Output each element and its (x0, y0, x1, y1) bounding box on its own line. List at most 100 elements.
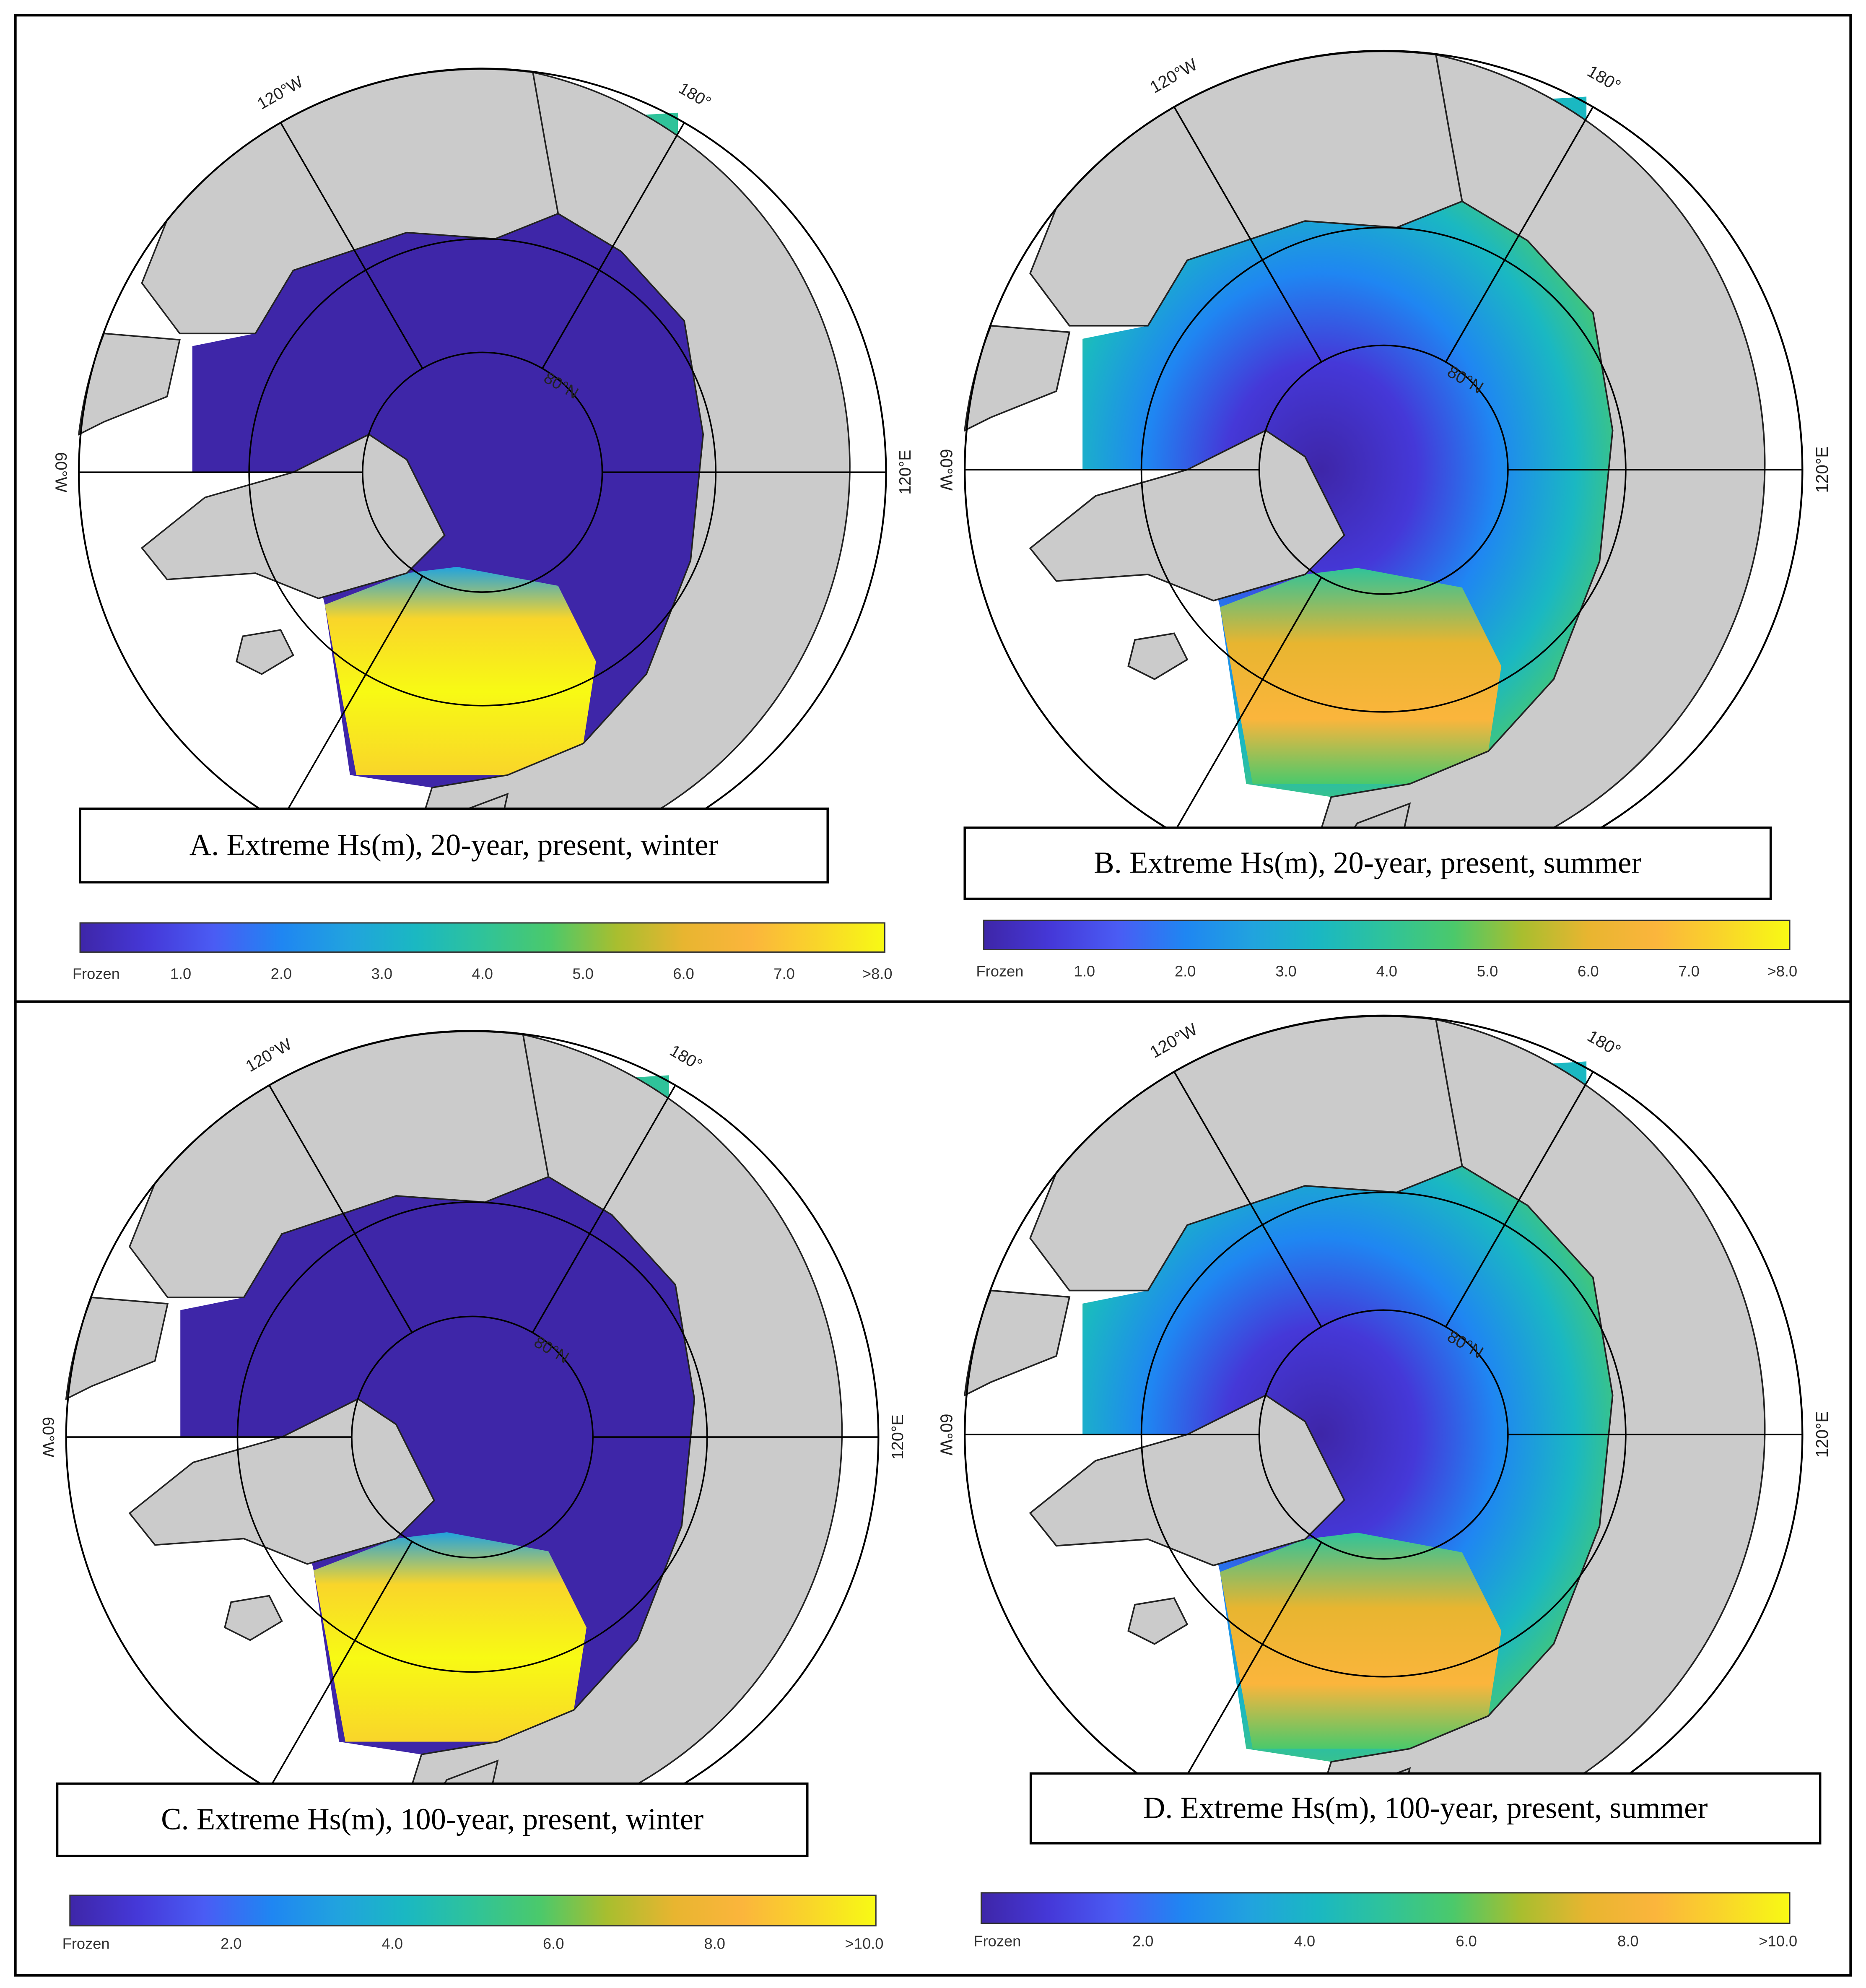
meridian (1173, 107, 1322, 363)
colorbar-label: 6.0 (673, 965, 694, 982)
colorbar-label: 8.0 (1617, 1933, 1638, 1950)
colorbar-label: 4.0 (382, 1935, 403, 1952)
colorbar-label: >8.0 (862, 965, 893, 982)
map-rim (78, 68, 887, 825)
land (140, 433, 446, 599)
graticule-label: 120°E (1812, 447, 1832, 493)
atlantic-field (324, 567, 596, 775)
map-panel: 120°W 180°80°N60°W 120°E (52, 68, 914, 825)
atlantic-field (1220, 568, 1502, 784)
land (128, 1398, 435, 1565)
panel-title: D. Extreme Hs(m), 100-year, present, sum… (1143, 1790, 1708, 1824)
meridian (1173, 577, 1322, 833)
land (1127, 632, 1189, 680)
meridian (280, 122, 423, 369)
land (1029, 1394, 1345, 1567)
title-box (1029, 1772, 1822, 1845)
meridian (1177, 1541, 1322, 1790)
colorbar-label: 4.0 (1294, 1933, 1315, 1950)
land (235, 629, 294, 675)
title-box (56, 1782, 809, 1857)
colorbar-label: 3.0 (1275, 963, 1296, 980)
graticule-label: 180° (1584, 61, 1625, 96)
meridian (542, 122, 685, 369)
map-panel: 120°W 180°80°N60°W 120°E (937, 50, 1832, 845)
map-panel: 120°W 180°80°N60°W 120°E (39, 1030, 907, 1796)
colorbar-label: 5.0 (572, 965, 593, 982)
colorbar-label: 6.0 (543, 1935, 564, 1952)
colorbar-label: 8.0 (704, 1935, 725, 1952)
map-rim (65, 1030, 880, 1796)
graticule-label: 60°W (937, 449, 956, 491)
map: 120°W 180°80°N60°W 120°E (937, 50, 1832, 845)
colorbar (983, 920, 1791, 951)
colorbar-label: 1.0 (1074, 963, 1095, 980)
colorbar-label: 7.0 (773, 965, 794, 982)
colorbar-label: 2.0 (1132, 1933, 1153, 1950)
colorbar-label: Frozen (973, 1933, 1021, 1950)
panel-title: B. Extreme Hs(m), 20-year, present, summ… (1094, 845, 1641, 879)
colorbar-label: 4.0 (472, 965, 493, 982)
meridian (532, 1085, 676, 1333)
map-rim (964, 50, 1804, 845)
meridian (1445, 1071, 1594, 1328)
land (1321, 1018, 1766, 1790)
colorbar-label: 6.0 (1456, 1933, 1477, 1950)
colorbar (79, 922, 885, 953)
colorbar-label: 6.0 (1578, 963, 1599, 980)
land (407, 1034, 843, 1796)
colorbar-label: 2.0 (1175, 963, 1196, 980)
panel-title: A. Extreme Hs(m), 20-year, present, wint… (189, 828, 719, 862)
graticule-label: 60°W (52, 452, 70, 492)
colorbar-label: 1.0 (170, 965, 191, 982)
land (1029, 429, 1345, 602)
atlantic-field (1220, 1533, 1502, 1749)
colorbar-label: 4.0 (1376, 963, 1397, 980)
graticule-label: 120°E (888, 1414, 907, 1460)
map-panel: 120°W 180°80°N60°W 120°E (937, 1015, 1832, 1790)
map: 120°W 180°80°N60°W 120°E (52, 68, 914, 825)
graticule-label: 60°W (39, 1417, 57, 1458)
atlantic-field (314, 1532, 587, 1742)
graticule-label: 180° (675, 79, 714, 112)
graticule-label: 120°E (896, 450, 914, 495)
panel-title: C. Extreme Hs(m), 100-year, present, win… (161, 1802, 703, 1836)
colorbar (69, 1894, 877, 1927)
map-rim (964, 1015, 1804, 1790)
outer-frame (14, 14, 1852, 1977)
meridian (280, 575, 423, 822)
colorbar-label: 2.0 (271, 965, 292, 982)
map: 120°W 180°80°N60°W 120°E (39, 1030, 907, 1796)
colorbar-label: 7.0 (1678, 963, 1699, 980)
colorbar-label: Frozen (62, 1935, 110, 1952)
colorbar-label: Frozen (976, 963, 1023, 980)
colorbar-label: >8.0 (1767, 963, 1798, 980)
meridian (1173, 1071, 1322, 1328)
land (419, 71, 851, 825)
graticule-label: 60°W (937, 1414, 956, 1455)
meridian (1445, 107, 1594, 363)
graticule-label: 120°W (1147, 55, 1201, 97)
graticule-label: 180° (1584, 1026, 1625, 1060)
title-box (963, 826, 1772, 900)
title-box (79, 807, 829, 884)
graticule-label: 120°W (1147, 1019, 1201, 1062)
colorbar (981, 1892, 1791, 1924)
land (224, 1595, 283, 1641)
graticule-label: 120°W (254, 73, 306, 113)
graticule-label: 120°W (243, 1035, 295, 1076)
map: 120°W 180°80°N60°W 120°E (937, 1015, 1832, 1790)
land (1316, 54, 1766, 845)
graticule-label: 120°E (1812, 1411, 1832, 1458)
colorbar-label: 5.0 (1477, 963, 1498, 980)
colorbar-label: >10.0 (1759, 1933, 1797, 1950)
land (1127, 1597, 1189, 1645)
meridian (268, 1541, 413, 1789)
graticule-label: 180° (667, 1041, 705, 1074)
colorbar-label: >10.0 (845, 1935, 884, 1952)
colorbar-label: 3.0 (371, 965, 392, 982)
colorbar-label: Frozen (73, 965, 120, 982)
meridian (268, 1085, 413, 1333)
